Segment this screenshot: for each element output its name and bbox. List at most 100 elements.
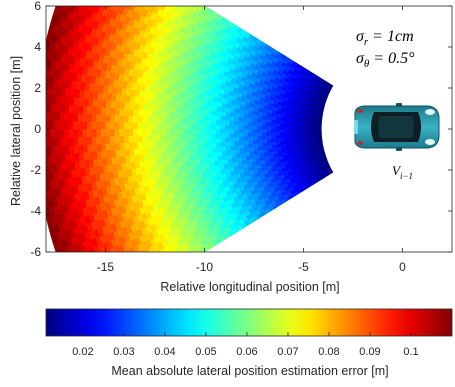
heatmap-cell (46, 146, 47, 156)
sigma-r-annotation: σr = 1cm (356, 28, 414, 48)
heatmap-cell (219, 128, 226, 134)
heatmap-cell (220, 145, 227, 152)
heatmap-cell (95, 113, 102, 122)
heatmap-cell (206, 104, 213, 111)
heatmap-cell (112, 289, 120, 298)
heatmap-cell (153, 266, 160, 274)
heatmap-cell (164, 134, 171, 141)
heatmap-cell (88, 292, 96, 302)
heatmap-cell (92, 300, 100, 310)
heatmap-cell (155, 104, 162, 112)
heatmap-cell (146, 147, 153, 155)
heatmap-cell (178, 123, 184, 130)
heatmap-cell (96, 298, 104, 308)
heatmap-cell (123, 101, 130, 110)
heatmap-cell (36, 138, 41, 147)
heatmap-cell (160, 270, 167, 278)
heatmap-cell (105, 142, 111, 152)
heatmap-cell (155, 122, 161, 130)
heatmap-cell (168, 250, 171, 252)
heatmap-cell (70, 263, 77, 273)
heatmap-cell (206, 142, 213, 149)
heatmap-cell (247, 117, 253, 123)
colorbar-tick-label: 0.06 (236, 346, 257, 358)
heatmap-cell (146, 140, 153, 149)
heatmap-cell (173, 6, 182, 12)
heatmap-cell (131, 0, 138, 4)
heatmap-cell (46, 172, 50, 182)
heatmap-cell (131, 254, 138, 263)
heatmap-cell (224, 141, 231, 147)
heatmap-cell (206, 109, 213, 116)
heatmap-cell (46, 189, 52, 200)
heatmap-cell (84, 294, 92, 304)
heatmap-cell (242, 136, 249, 141)
heatmap-cell (159, 122, 166, 130)
heatmap-cell (233, 140, 240, 146)
heatmap-cell (100, 106, 107, 115)
heatmap-cell (233, 124, 239, 130)
heatmap-cell (160, 146, 167, 153)
heatmap-cell (123, 135, 129, 143)
heatmap-cell (118, 142, 125, 151)
heatmap-cell (210, 137, 217, 144)
heatmap-cell (261, 128, 267, 133)
heatmap-cell (201, 118, 207, 125)
heatmap-cell (187, 118, 194, 125)
heatmap-cell (76, 299, 84, 309)
heatmap-cell (140, 281, 148, 290)
heatmap-cell (107, 0, 114, 2)
heatmap-cell (72, 112, 79, 122)
heatmap-cell (165, 105, 171, 113)
heatmap-cell (152, 274, 159, 282)
heatmap-cell (202, 147, 208, 154)
heatmap-cell (72, 120, 78, 130)
heatmap-cell (146, 128, 152, 136)
heatmap-cell (67, 255, 74, 265)
heatmap-cell (63, 120, 69, 130)
heatmap-cell (215, 128, 221, 134)
heatmap-cell (78, 251, 81, 252)
heatmap-cell (192, 118, 198, 125)
heatmap-cell (225, 145, 231, 151)
heatmap-cell (158, 256, 165, 264)
heatmap-cell (109, 142, 116, 151)
heatmap-cell (118, 268, 125, 277)
heatmap-cell (197, 113, 203, 120)
heatmap-cell (196, 128, 203, 135)
heatmap-cell (224, 124, 230, 130)
heatmap-cell (101, 286, 109, 295)
heatmap-cell (178, 112, 185, 119)
heatmap-cell (173, 117, 180, 124)
heatmap-cell (132, 135, 138, 143)
heatmap-cell (168, 265, 175, 273)
heatmap-cell (116, 286, 124, 295)
heatmap-cell (279, 125, 285, 130)
heatmap-cell (173, 0, 180, 3)
heatmap-cell (124, 282, 132, 291)
heatmap-cell (128, 288, 136, 297)
heatmap-cell (63, 112, 69, 122)
y-tick-label: 0 (34, 122, 41, 136)
heatmap-cell (80, 297, 88, 307)
heatmap-cell (72, 136, 79, 146)
heatmap-cell (136, 284, 144, 293)
heatmap-cell (188, 144, 194, 151)
heatmap-cell (169, 106, 176, 113)
heatmap-cell (187, 138, 194, 145)
heatmap-cell (101, 276, 109, 285)
heatmap-cell (82, 144, 88, 153)
heatmap-cell (219, 124, 226, 130)
heatmap-cell (151, 146, 158, 154)
heatmap-cell (100, 121, 106, 130)
heatmap-cell (146, 262, 153, 270)
colorbar-tick-label: 0.03 (113, 346, 134, 358)
heatmap-cell (206, 147, 213, 154)
heatmap-cell (96, 288, 104, 298)
heatmap-cell (199, 6, 208, 13)
heatmap-cell (158, 0, 165, 2)
heatmap-cell (220, 141, 226, 148)
heatmap-cell (188, 0, 195, 5)
heatmap-cell (132, 286, 140, 295)
x-tick-label: 0 (399, 260, 406, 274)
